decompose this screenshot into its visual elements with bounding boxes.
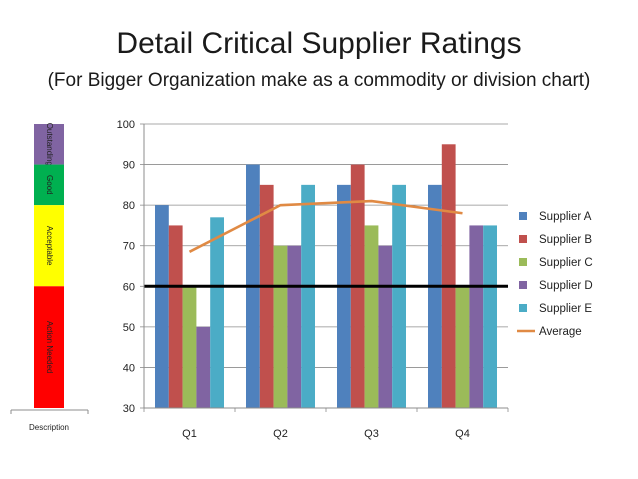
y-tick-label: 60 (123, 281, 135, 293)
average-line-group (144, 199, 508, 288)
rating-band (34, 164, 64, 206)
axes: 30 40 50 60 70 80 90 100 Q1 Q2 Q3 Q4 (117, 119, 509, 440)
bar (428, 184, 442, 408)
bar (210, 217, 224, 408)
bar (168, 225, 183, 408)
average-line (188, 199, 463, 253)
y-tick-label: 100 (117, 119, 135, 131)
bar (301, 184, 315, 408)
y-tick-label: 30 (123, 403, 135, 415)
y-tick-label: 70 (123, 241, 135, 253)
y-tick-label: 80 (123, 200, 135, 212)
bar-series (155, 144, 497, 409)
bar (259, 184, 274, 408)
y-tick-label: 90 (123, 160, 135, 172)
rating-band-label: Acceptable (45, 226, 54, 266)
rating-band-label: Action Needed (45, 321, 54, 373)
bar (287, 245, 302, 408)
bar (182, 286, 197, 408)
y-tick-label: 50 (123, 322, 135, 334)
bar (455, 286, 470, 408)
bar (196, 326, 211, 408)
rating-band-label: Good (45, 175, 54, 195)
rating-scale: Outstanding Good Acceptable Action Needed De… (10, 123, 89, 432)
legend-swatch (519, 304, 527, 312)
bar (483, 225, 497, 408)
bar (392, 184, 406, 408)
rating-band-label: Outstanding (45, 123, 54, 166)
legend: Supplier A Supplier B Supplier C Supplier D… (517, 211, 593, 338)
legend-label: Supplier C (539, 257, 593, 269)
legend-label: Supplier B (539, 234, 592, 246)
bar (364, 225, 379, 408)
legend-label: Average (539, 326, 582, 338)
bar (469, 225, 484, 408)
legend-label: Supplier E (539, 303, 592, 315)
chart-subtitle: (For Bigger Organization make as a commo… (47, 70, 591, 91)
chart-title: Detail Critical Supplier Ratings (116, 27, 522, 60)
x-tick-label: Q2 (273, 428, 288, 440)
x-tick-label: Q4 (455, 428, 470, 440)
bar (378, 245, 393, 408)
x-tick-label: Q3 (364, 428, 379, 440)
bar (337, 184, 351, 408)
legend-swatch (519, 212, 527, 220)
legend-label: Supplier A (539, 211, 592, 223)
legend-label: Supplier D (539, 280, 593, 292)
legend-swatch (519, 281, 527, 289)
x-tick-label: Q1 (182, 428, 197, 440)
rating-band (34, 205, 64, 287)
legend-swatch (519, 258, 527, 266)
legend-swatch (519, 235, 527, 243)
description-label: Description (29, 423, 69, 432)
y-tick-label: 40 (123, 362, 135, 374)
rating-band (34, 286, 64, 408)
rating-band (34, 124, 64, 165)
bar (273, 245, 288, 408)
bar (155, 205, 169, 408)
bar (441, 144, 456, 409)
